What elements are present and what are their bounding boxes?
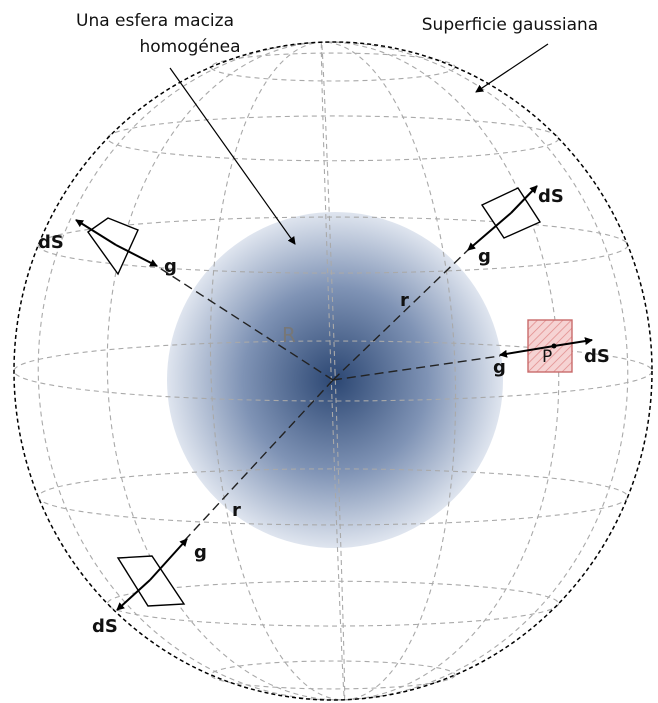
label: g: [478, 246, 491, 267]
label: R: [282, 323, 296, 347]
area-element: [88, 218, 138, 274]
label: r: [232, 500, 241, 521]
label: Una esfera maciza: [76, 11, 234, 31]
label: g: [164, 256, 177, 277]
area-element: [118, 556, 184, 606]
label: P: [542, 347, 552, 367]
label: g: [194, 542, 207, 563]
label: dS: [538, 186, 564, 207]
label: dS: [92, 616, 118, 637]
grid-line: [107, 116, 558, 161]
pointer: [476, 44, 548, 92]
gauss-diagram: Una esfera maciza homogénea Superficie g…: [0, 0, 658, 703]
label: Superficie gaussiana: [422, 15, 598, 35]
label: dS: [584, 346, 610, 367]
label: homogénea: [139, 37, 240, 57]
label: dS: [38, 232, 64, 253]
label: r: [400, 290, 409, 311]
g-arrow: [150, 539, 187, 580]
label: g: [493, 357, 506, 378]
